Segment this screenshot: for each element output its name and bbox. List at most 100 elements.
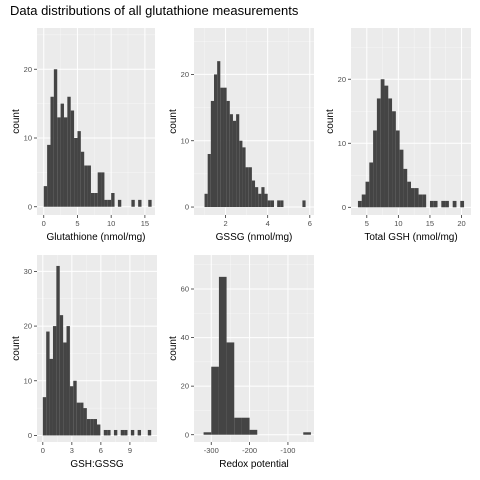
histogram-bar (107, 429, 111, 436)
y-tick-label: 20 (181, 382, 189, 391)
histogram-bar (236, 114, 240, 208)
x-tick-label: 20 (457, 219, 465, 228)
x-tick-label: 10 (394, 219, 402, 228)
y-tick-label: 20 (24, 65, 32, 74)
y-axis-title: count (11, 336, 22, 361)
histogram-bar (392, 111, 396, 208)
x-tick-label: 5 (75, 219, 79, 228)
histogram-bar (148, 199, 152, 207)
histogram-bar (248, 167, 252, 208)
histogram-bar (43, 186, 48, 207)
histogram-bar (302, 200, 306, 208)
histogram-bar (403, 168, 408, 208)
histogram-bar (460, 200, 465, 208)
histogram-bar (66, 326, 70, 436)
histogram-bar (111, 193, 115, 207)
y-tick-label: 10 (24, 134, 32, 143)
histogram-bar (380, 79, 385, 208)
histogram-bar (56, 265, 60, 436)
histogram-bar (280, 200, 284, 208)
histogram-bar (137, 429, 142, 436)
y-tick-label: 0 (342, 203, 346, 212)
x-axis-title: Glutathione (nmol/mg) (47, 232, 146, 243)
x-tick-label: 15 (426, 219, 434, 228)
histogram-bar (49, 358, 53, 436)
x-tick-label: -200 (242, 446, 257, 455)
y-tick-label: 0 (28, 202, 32, 211)
histogram-bar (113, 429, 118, 436)
histogram-bar (77, 131, 81, 207)
histogram-bar (414, 188, 419, 208)
histogram-bar (357, 200, 362, 208)
histogram-bar (218, 276, 227, 435)
histogram-bar (76, 402, 81, 436)
histogram-bar (104, 199, 108, 207)
histogram-bar (214, 74, 218, 208)
histogram-bar (73, 380, 77, 436)
x-axis-title: Total GSH (nmol/mg) (364, 232, 457, 243)
y-tick-label: 0 (28, 431, 32, 440)
histogram-bar (90, 419, 94, 436)
histogram-bar (84, 165, 88, 207)
histogram-bar (239, 140, 243, 208)
y-tick-label: 20 (181, 70, 189, 79)
histogram-bar (103, 429, 108, 436)
histogram-bar (203, 432, 212, 435)
histogram-bar (50, 96, 54, 207)
histogram-bar (384, 85, 389, 208)
panel-redox-potential: -300 -200 -100 0 20 40 60 Redox potential count (168, 255, 314, 470)
histogram-bar (138, 199, 142, 207)
histogram-bar (452, 200, 457, 208)
x-tick-label: 6 (99, 446, 103, 455)
y-tick-label: 20 (24, 322, 32, 331)
panel-glutathione: 0 5 10 15 0 10 20 Glutathione (nmol/mg) count (11, 28, 155, 243)
histogram-bar (422, 194, 427, 208)
histogram-bar (251, 180, 256, 208)
x-axis-title: GSH:GSSG (70, 459, 124, 470)
histogram-bar (86, 419, 91, 436)
x-tick-label: 0 (41, 446, 45, 455)
x-axis-title: GSSG (nmol/mg) (216, 232, 293, 243)
figure-title: Data distributions of all glutathione me… (10, 3, 299, 18)
histogram-bar (229, 114, 233, 208)
histogram-bar (63, 117, 68, 207)
histogram-bar (418, 194, 423, 208)
x-tick-label: 4 (266, 219, 270, 228)
x-tick-label: 2 (223, 219, 227, 228)
histogram-bar (232, 120, 237, 208)
histogram-bar (80, 151, 85, 207)
y-tick-label: 10 (24, 376, 32, 385)
histogram-bar (234, 417, 242, 435)
y-axis-title: count (11, 109, 22, 134)
histogram-bar (369, 162, 374, 208)
histogram-bar (46, 331, 50, 436)
histogram-bar (97, 424, 101, 436)
y-tick-label: 0 (185, 430, 189, 439)
histogram-bar (245, 167, 249, 208)
histogram-bar (83, 408, 87, 436)
y-axis-title: count (168, 109, 179, 134)
histogram-bar (52, 326, 57, 436)
histogram-bar (399, 149, 404, 208)
histogram-bar (47, 144, 51, 207)
histogram-bar (131, 199, 135, 207)
y-axis-title: count (325, 109, 336, 134)
y-tick-label: 0 (185, 203, 189, 212)
histogram-bar (57, 117, 61, 207)
y-tick-label: 20 (338, 75, 346, 84)
x-tick-label: 10 (107, 219, 115, 228)
histogram-bar (117, 199, 122, 207)
histogram-bar (411, 188, 415, 208)
histogram-bar (226, 342, 235, 435)
histogram-bar (373, 130, 377, 208)
histogram-bar (80, 402, 84, 436)
histogram-bar (429, 200, 434, 208)
x-tick-label: -100 (280, 446, 295, 455)
histogram-bar (70, 110, 75, 207)
histogram-bar (60, 103, 64, 207)
histogram-bar (376, 98, 381, 208)
x-tick-label: 9 (128, 446, 132, 455)
x-tick-label: 6 (308, 219, 312, 228)
panel-gssg: 2 4 6 0 10 20 GSSG (nmol/mg) count (168, 28, 314, 243)
